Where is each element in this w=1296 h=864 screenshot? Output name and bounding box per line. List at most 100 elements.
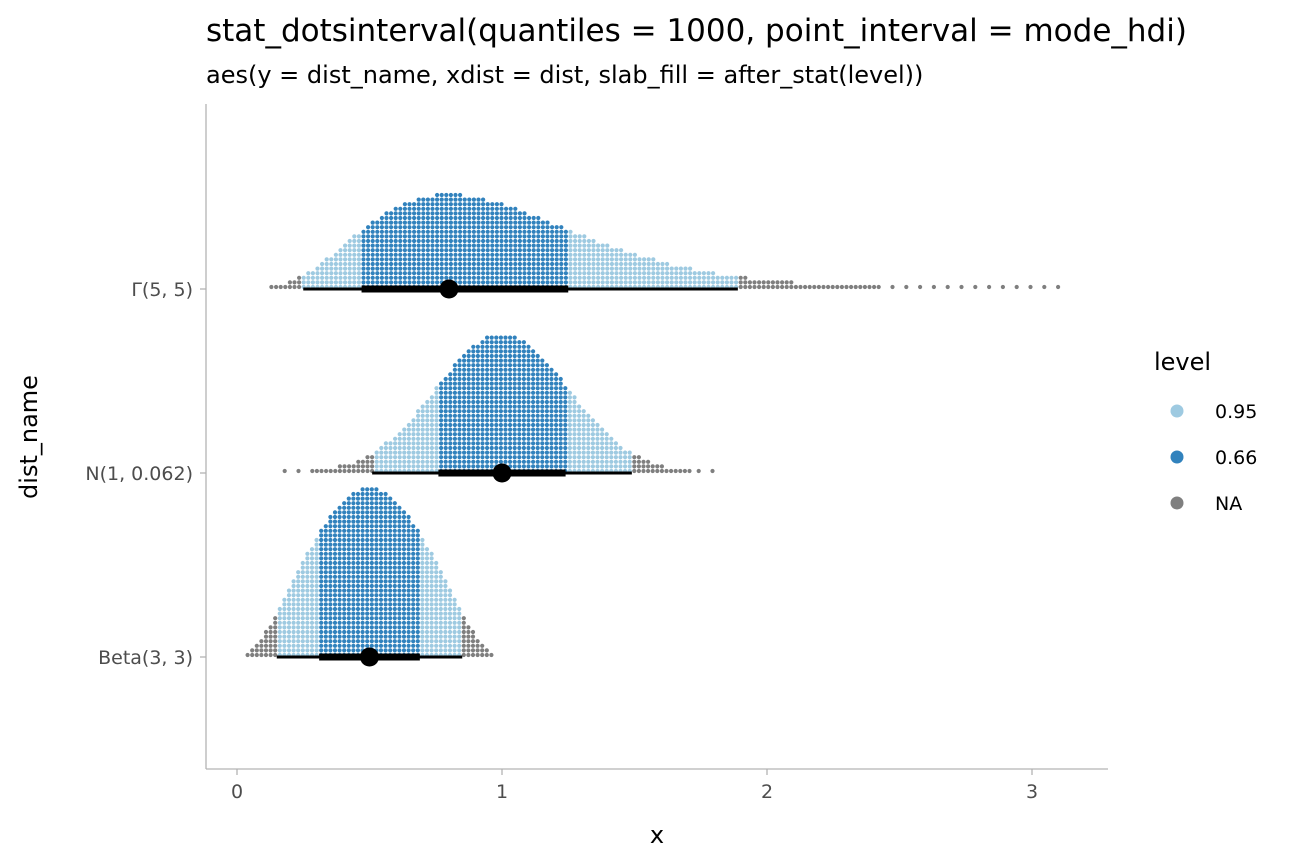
dot bbox=[549, 445, 554, 451]
dot bbox=[512, 386, 517, 391]
dot bbox=[388, 616, 393, 621]
dot bbox=[447, 639, 453, 644]
dot bbox=[577, 418, 582, 423]
dot bbox=[471, 248, 476, 253]
dot bbox=[374, 560, 379, 566]
dot bbox=[554, 229, 559, 234]
dot bbox=[306, 280, 311, 285]
dot bbox=[402, 243, 407, 248]
dot bbox=[392, 611, 397, 616]
dot bbox=[383, 455, 388, 460]
dot bbox=[480, 445, 485, 451]
dot bbox=[296, 620, 301, 625]
dot bbox=[711, 271, 716, 276]
dot bbox=[374, 588, 379, 593]
dot bbox=[540, 220, 546, 225]
dot bbox=[393, 243, 398, 248]
y-tick-label: Beta(3, 3) bbox=[98, 647, 193, 669]
dot bbox=[550, 238, 555, 244]
dot bbox=[429, 404, 434, 409]
dot bbox=[365, 533, 370, 538]
dot bbox=[291, 588, 296, 593]
dot bbox=[346, 501, 351, 506]
dot bbox=[397, 528, 402, 533]
dot bbox=[365, 514, 370, 520]
dot bbox=[453, 238, 458, 244]
dot bbox=[540, 459, 545, 464]
dot bbox=[613, 441, 619, 446]
dot bbox=[499, 202, 504, 207]
dot bbox=[494, 445, 499, 451]
dot bbox=[401, 579, 407, 584]
dot bbox=[471, 399, 476, 405]
dot bbox=[567, 422, 573, 428]
dot bbox=[494, 436, 499, 441]
dot bbox=[309, 629, 315, 635]
dot bbox=[526, 367, 531, 372]
dot bbox=[320, 266, 325, 271]
dot bbox=[297, 280, 302, 285]
dot bbox=[536, 252, 541, 257]
dot bbox=[582, 275, 587, 280]
dot bbox=[365, 616, 370, 621]
dot bbox=[581, 464, 586, 469]
dot bbox=[337, 505, 342, 510]
dot bbox=[392, 565, 397, 570]
dot bbox=[332, 560, 338, 566]
dot bbox=[457, 372, 462, 377]
dot bbox=[480, 340, 485, 345]
dot bbox=[462, 243, 467, 248]
dot bbox=[512, 376, 517, 382]
dot bbox=[434, 574, 439, 579]
dot bbox=[406, 533, 411, 538]
dot bbox=[356, 252, 361, 257]
dot bbox=[452, 404, 457, 409]
dot bbox=[254, 643, 259, 648]
dot bbox=[452, 409, 457, 414]
dot bbox=[429, 551, 434, 556]
dot bbox=[305, 593, 310, 598]
point-1 bbox=[492, 463, 512, 483]
dot bbox=[458, 206, 463, 211]
dot bbox=[361, 243, 366, 248]
dot bbox=[347, 468, 352, 474]
dot bbox=[366, 266, 371, 271]
dot bbox=[549, 376, 554, 382]
dot bbox=[467, 248, 472, 253]
dot bbox=[697, 271, 702, 276]
dot bbox=[407, 206, 412, 211]
dot bbox=[384, 261, 389, 267]
dot bbox=[393, 464, 398, 469]
dot bbox=[329, 266, 334, 271]
dot bbox=[435, 225, 440, 230]
dot bbox=[337, 583, 342, 589]
dot bbox=[355, 491, 361, 497]
dot bbox=[369, 524, 374, 529]
dot bbox=[494, 225, 499, 230]
dot bbox=[407, 238, 412, 244]
dot bbox=[365, 602, 370, 607]
dot bbox=[333, 261, 338, 267]
dot bbox=[392, 639, 397, 644]
dot bbox=[429, 413, 434, 418]
dot bbox=[573, 261, 578, 267]
dot bbox=[332, 570, 338, 575]
dot bbox=[355, 510, 361, 515]
dot bbox=[444, 225, 449, 230]
dot bbox=[370, 248, 375, 253]
dot bbox=[494, 358, 499, 363]
dot bbox=[388, 570, 393, 575]
dot bbox=[366, 252, 371, 257]
dot bbox=[563, 404, 568, 409]
dot bbox=[549, 413, 554, 418]
dot bbox=[521, 344, 527, 349]
dot bbox=[402, 211, 407, 216]
dot bbox=[415, 556, 420, 561]
dot bbox=[489, 441, 494, 446]
dot bbox=[407, 252, 412, 257]
dot bbox=[378, 491, 384, 497]
dot bbox=[508, 363, 513, 368]
dot bbox=[512, 455, 517, 460]
dot bbox=[420, 427, 425, 432]
dot bbox=[392, 501, 397, 506]
